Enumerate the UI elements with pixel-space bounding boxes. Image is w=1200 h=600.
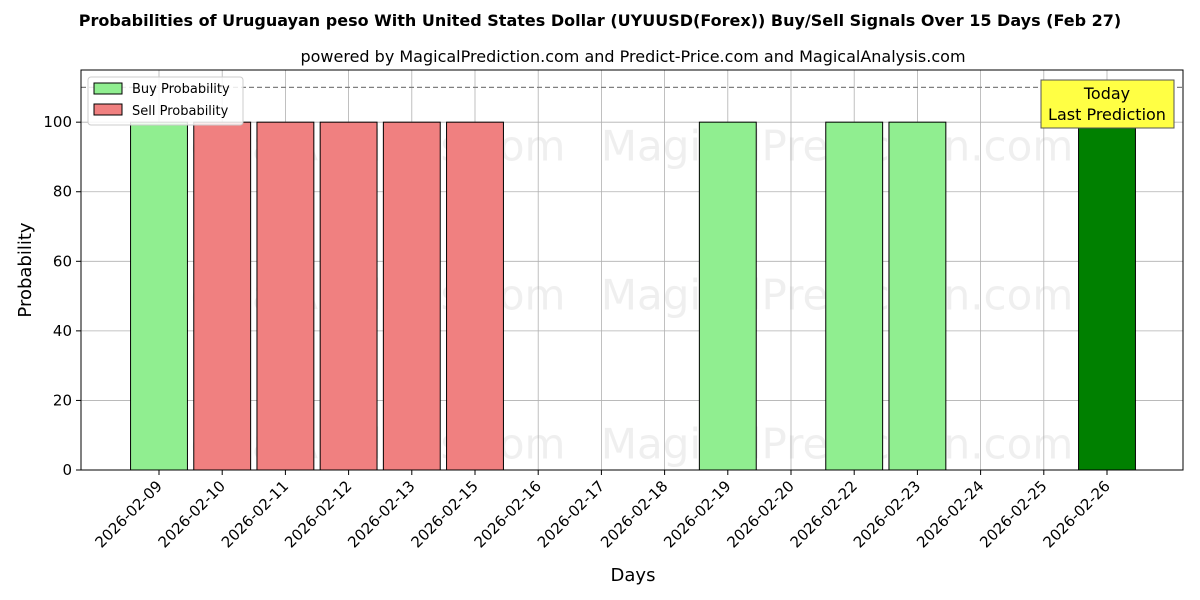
x-tick-label: 2026-02-25 bbox=[976, 477, 1050, 551]
annotation-last-prediction: Last Prediction bbox=[1048, 105, 1166, 124]
x-tick-label: 2026-02-10 bbox=[155, 477, 229, 551]
legend-box bbox=[87, 76, 244, 126]
legend-swatch-buy bbox=[93, 82, 123, 95]
x-tick-label: 2026-02-24 bbox=[913, 477, 987, 551]
x-tick-label: 2026-02-16 bbox=[471, 477, 545, 551]
buy-bar bbox=[888, 121, 947, 471]
y-tick-label: 40 bbox=[53, 322, 72, 340]
sell-bar bbox=[193, 121, 252, 471]
chart-title: Probabilities of Uruguayan peso With Uni… bbox=[79, 11, 1121, 30]
y-tick-label: 80 bbox=[53, 183, 72, 201]
legend-swatch-sell bbox=[93, 103, 123, 116]
x-axis-ticks: 2026-02-092026-02-102026-02-112026-02-12… bbox=[91, 470, 1114, 551]
chart-subtitle: powered by MagicalPrediction.com and Pre… bbox=[300, 47, 965, 66]
sell-bar bbox=[382, 121, 441, 471]
x-tick-label: 2026-02-15 bbox=[407, 477, 481, 551]
buy-bar bbox=[1078, 121, 1136, 471]
annotation-box bbox=[1040, 79, 1175, 129]
y-tick-label: 60 bbox=[53, 252, 72, 270]
x-tick-label: 2026-02-22 bbox=[787, 477, 861, 551]
x-tick-label: 2026-02-11 bbox=[218, 477, 292, 551]
buy-bar bbox=[698, 121, 757, 471]
sell-bar bbox=[256, 121, 315, 471]
x-tick-label: 2026-02-26 bbox=[1039, 477, 1113, 551]
x-tick-label: 2026-02-23 bbox=[850, 477, 924, 551]
x-tick-label: 2026-02-17 bbox=[534, 477, 608, 551]
x-tick-label: 2026-02-18 bbox=[597, 477, 671, 551]
annotation-today: Today bbox=[1083, 84, 1130, 103]
plot-frame bbox=[80, 69, 1184, 471]
y-tick-label: 100 bbox=[43, 113, 72, 131]
x-tick-label: 2026-02-13 bbox=[344, 477, 418, 551]
y-axis-ticks: 0 20 40 60 80 100 bbox=[43, 113, 81, 479]
legend: Buy Probability Sell Probability bbox=[87, 76, 244, 126]
x-tick-label: 2026-02-09 bbox=[91, 477, 165, 551]
x-tick-label: 2026-02-20 bbox=[723, 477, 797, 551]
y-tick-label: 20 bbox=[53, 391, 72, 409]
legend-label-sell: Sell Probability bbox=[132, 104, 229, 119]
y-axis-label: Probability bbox=[15, 222, 36, 317]
x-tick-label: 2026-02-12 bbox=[281, 477, 355, 551]
sell-bar bbox=[319, 121, 378, 471]
buy-bar bbox=[825, 121, 884, 471]
x-tick-label: 2026-02-19 bbox=[660, 477, 734, 551]
legend-label-buy: Buy Probability bbox=[132, 82, 230, 97]
x-axis-label: Days bbox=[611, 565, 656, 586]
y-tick-label: 0 bbox=[62, 461, 72, 479]
annotation: Today Last Prediction bbox=[1040, 79, 1175, 129]
buy-bar bbox=[130, 121, 188, 471]
sell-bar bbox=[446, 121, 504, 471]
